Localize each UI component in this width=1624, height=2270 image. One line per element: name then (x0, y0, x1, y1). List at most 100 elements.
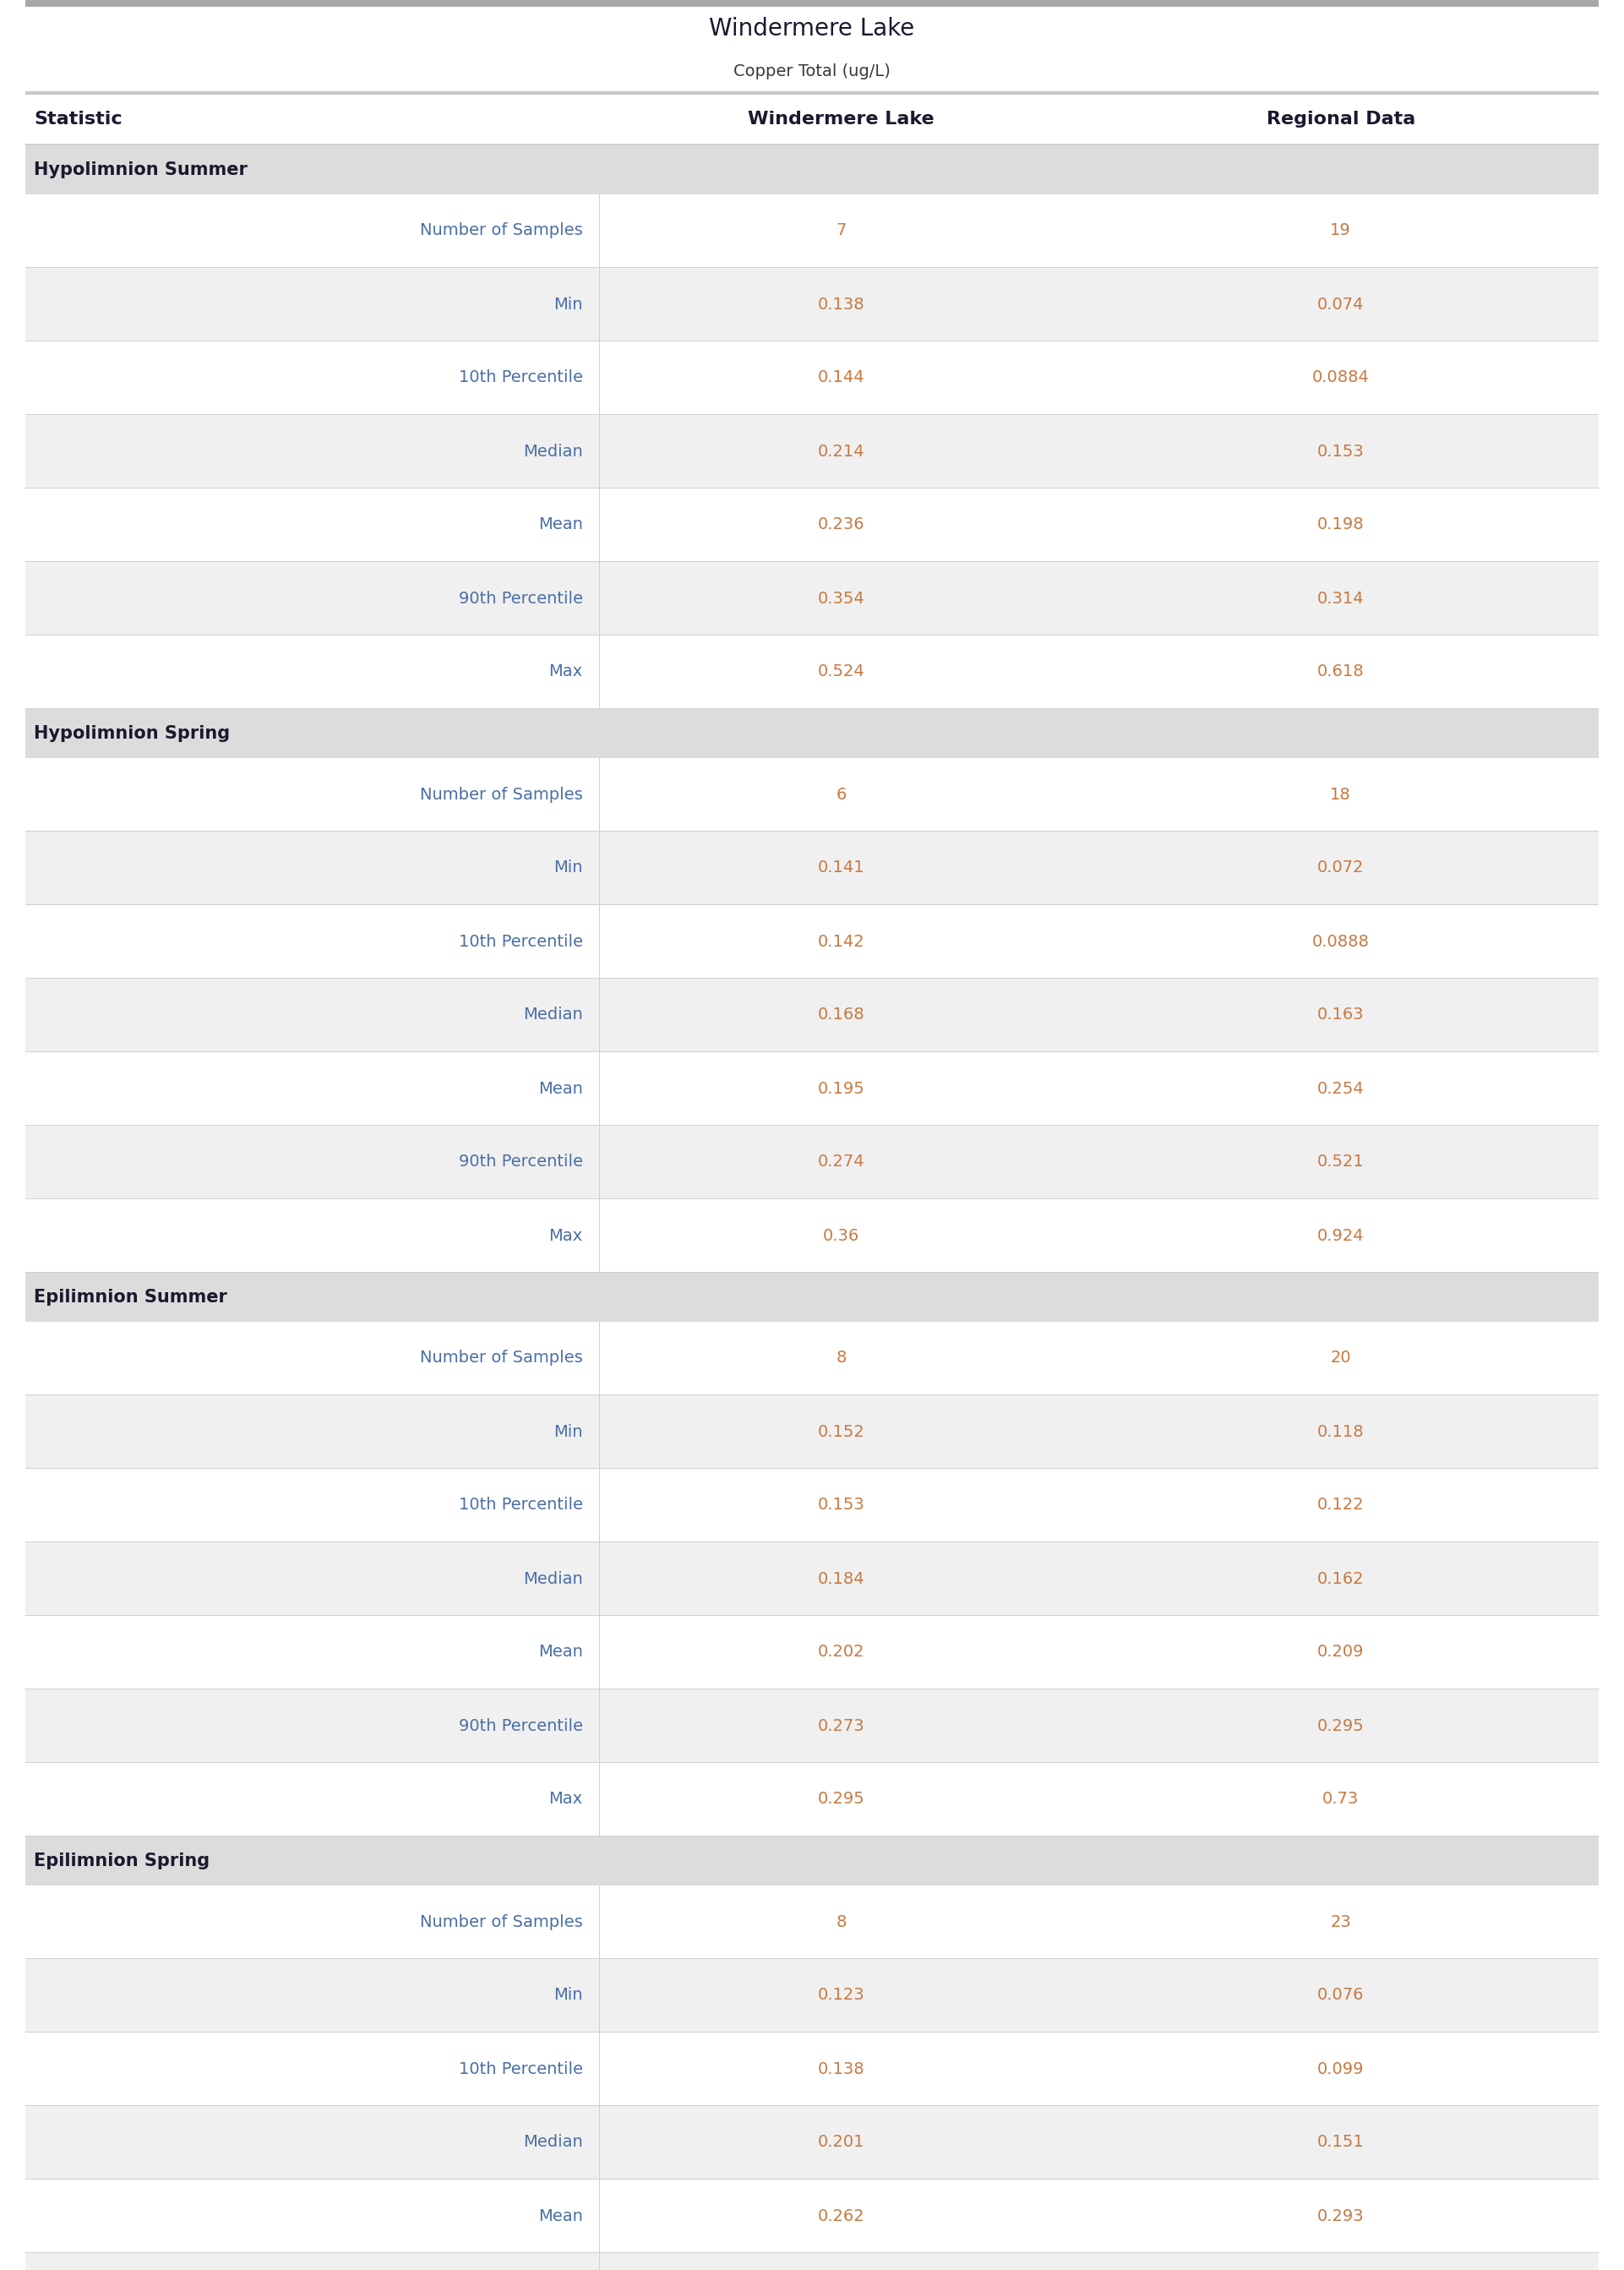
Text: Median: Median (523, 1571, 583, 1587)
Text: 19: 19 (1330, 222, 1351, 238)
Text: 0.162: 0.162 (1317, 1571, 1364, 1587)
Text: Mean: Mean (538, 518, 583, 533)
Text: 0.201: 0.201 (817, 2134, 864, 2150)
Bar (26, 95, 1598, 143)
Bar (26, 1886, 1598, 1959)
Text: Windermere Lake: Windermere Lake (749, 111, 934, 127)
Text: 0.0888: 0.0888 (1312, 933, 1369, 949)
Text: Number of Samples: Number of Samples (421, 1351, 583, 1367)
Text: 0.273: 0.273 (817, 1718, 864, 1734)
Text: 90th Percentile: 90th Percentile (458, 590, 583, 606)
Text: 0.153: 0.153 (817, 1498, 864, 1514)
Text: 8: 8 (836, 1351, 846, 1367)
Bar (26, 1764, 1598, 1836)
Text: 0.163: 0.163 (1317, 1008, 1364, 1024)
Text: 0.122: 0.122 (1317, 1498, 1364, 1514)
Text: Epilimnion Summer: Epilimnion Summer (34, 1289, 227, 1305)
Text: Min: Min (554, 860, 583, 876)
Bar (26, 0, 1598, 7)
Text: 23: 23 (1330, 1914, 1351, 1930)
Text: Median: Median (523, 1008, 583, 1024)
Text: 7: 7 (836, 222, 846, 238)
Bar (26, 1321, 1598, 1394)
Bar (26, 1273, 1598, 1321)
Text: Windermere Lake: Windermere Lake (710, 16, 914, 41)
Text: 0.924: 0.924 (1317, 1228, 1364, 1244)
Bar (26, 636, 1598, 708)
Text: Max: Max (549, 663, 583, 681)
Bar (26, 1396, 1598, 1469)
Text: 0.144: 0.144 (817, 370, 864, 386)
Text: 0.072: 0.072 (1317, 860, 1364, 876)
Text: Mean: Mean (538, 1643, 583, 1659)
Text: Statistic: Statistic (34, 111, 122, 127)
Bar (26, 488, 1598, 561)
Text: 0.262: 0.262 (817, 2209, 864, 2225)
Text: 0.123: 0.123 (817, 1986, 864, 2004)
Text: Number of Samples: Number of Samples (421, 222, 583, 238)
Bar (26, 195, 1598, 268)
Text: Mean: Mean (538, 2209, 583, 2225)
Bar (26, 978, 1598, 1051)
Text: 0.142: 0.142 (817, 933, 864, 949)
Text: 0.293: 0.293 (1317, 2209, 1364, 2225)
Text: 0.295: 0.295 (1317, 1718, 1364, 1734)
Text: 0.236: 0.236 (817, 518, 864, 533)
Bar (26, 708, 1598, 758)
Bar (26, 2107, 1598, 2179)
Text: Regional Data: Regional Data (1267, 111, 1415, 127)
Text: Copper Total (ug/L): Copper Total (ug/L) (734, 64, 890, 79)
Bar (26, 268, 1598, 340)
Bar (26, 1541, 1598, 1614)
Text: 10th Percentile: 10th Percentile (458, 2061, 583, 2077)
Text: 0.524: 0.524 (817, 663, 864, 681)
Text: 90th Percentile: 90th Percentile (458, 1153, 583, 1169)
Bar (26, 2179, 1598, 2252)
Text: 0.254: 0.254 (1317, 1081, 1364, 1096)
Text: 0.198: 0.198 (1317, 518, 1364, 533)
Text: 10th Percentile: 10th Percentile (458, 370, 583, 386)
Bar (26, 145, 1598, 195)
Bar (26, 831, 1598, 903)
Text: 0.0884: 0.0884 (1312, 370, 1369, 386)
Text: Min: Min (554, 1986, 583, 2004)
Bar (26, 7, 1598, 91)
Text: 0.295: 0.295 (817, 1791, 864, 1807)
Text: 0.618: 0.618 (1317, 663, 1364, 681)
Text: 0.168: 0.168 (817, 1008, 864, 1024)
Text: 0.521: 0.521 (1317, 1153, 1364, 1169)
Text: 90th Percentile: 90th Percentile (458, 1718, 583, 1734)
Text: 0.118: 0.118 (1317, 1423, 1364, 1439)
Bar (26, 1689, 1598, 1762)
Text: Median: Median (523, 443, 583, 459)
Text: 8: 8 (836, 1914, 846, 1930)
Text: 0.354: 0.354 (817, 590, 864, 606)
Text: 0.151: 0.151 (1317, 2134, 1364, 2150)
Text: 0.274: 0.274 (817, 1153, 864, 1169)
Bar (26, 906, 1598, 978)
Text: 0.153: 0.153 (1317, 443, 1364, 459)
Text: Hypolimnion Spring: Hypolimnion Spring (34, 724, 231, 742)
Bar (26, 415, 1598, 488)
Bar (26, 1469, 1598, 1541)
Bar (26, 1053, 1598, 1126)
Bar (26, 1199, 1598, 1271)
Bar (26, 1836, 1598, 1886)
Text: Min: Min (554, 1423, 583, 1439)
Text: 0.152: 0.152 (817, 1423, 864, 1439)
Text: Number of Samples: Number of Samples (421, 1914, 583, 1930)
Text: 0.214: 0.214 (817, 443, 864, 459)
Text: 0.36: 0.36 (823, 1228, 859, 1244)
Text: 0.138: 0.138 (817, 295, 864, 313)
Bar (26, 1959, 1598, 2032)
Text: 0.138: 0.138 (817, 2061, 864, 2077)
Text: 0.209: 0.209 (1317, 1643, 1364, 1659)
Text: Number of Samples: Number of Samples (421, 785, 583, 801)
Bar (26, 2032, 1598, 2104)
Bar (26, 91, 1598, 95)
Bar (26, 1126, 1598, 1199)
Text: 0.195: 0.195 (817, 1081, 864, 1096)
Text: 0.141: 0.141 (817, 860, 864, 876)
Text: Mean: Mean (538, 1081, 583, 1096)
Bar (26, 563, 1598, 636)
